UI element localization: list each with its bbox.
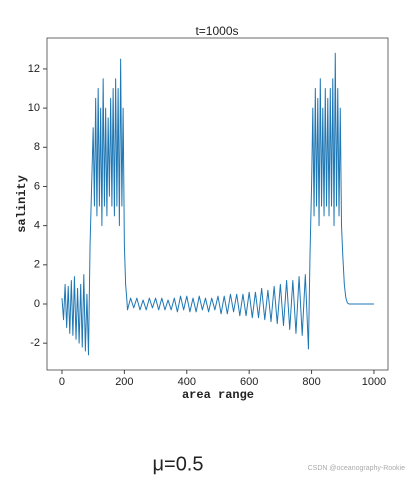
y-axis-label: salinity <box>15 175 29 233</box>
y-tick-label: -2 <box>30 337 40 349</box>
x-tick-label: 1000 <box>362 376 386 388</box>
caption: μ=0.5 <box>152 453 203 475</box>
y-tick-label: 0 <box>34 298 40 310</box>
y-tick-label: 2 <box>34 259 40 271</box>
x-tick-label: 0 <box>59 376 65 388</box>
y-tick-label: 8 <box>34 141 40 153</box>
y-tick-label: 6 <box>34 180 40 192</box>
y-tick-label: 12 <box>28 63 40 75</box>
watermark: CSDN @oceanography-Rookie <box>308 465 405 472</box>
y-tick-label: 4 <box>34 220 40 232</box>
x-tick-label: 800 <box>302 376 320 388</box>
x-tick-label: 200 <box>115 376 133 388</box>
x-tick-label: 400 <box>178 376 196 388</box>
data-line <box>61 52 374 356</box>
chart-title: t=1000s <box>195 24 238 38</box>
plot-frame <box>46 37 389 371</box>
x-axis-label: area range <box>182 388 254 402</box>
y-tick-label: 10 <box>28 102 40 114</box>
x-tick-label: 600 <box>240 376 258 388</box>
